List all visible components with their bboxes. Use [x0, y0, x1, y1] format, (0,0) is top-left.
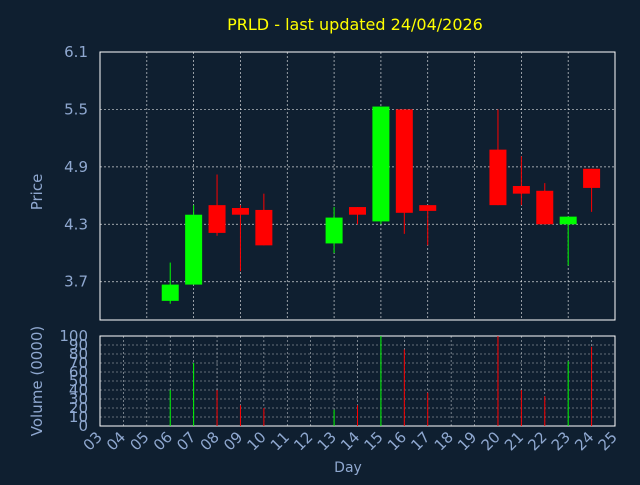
day-tick-label: 25 — [595, 428, 621, 454]
price-tick-label: 4.3 — [64, 215, 88, 233]
candle-body — [372, 106, 390, 222]
volume-tick-label: 100 — [59, 327, 88, 345]
volume-tick-label: 90 — [69, 336, 88, 354]
candle-day-15 — [372, 106, 390, 225]
day-tick-label: 11 — [267, 428, 293, 454]
day-tick-label: 09 — [220, 428, 246, 454]
day-tick-label: 17 — [407, 428, 433, 454]
price-tick-label: 5.5 — [64, 100, 88, 118]
volume-tick-label: 30 — [69, 390, 88, 408]
day-tick-label: 18 — [431, 428, 457, 454]
candle-day-24 — [583, 168, 601, 212]
volume-tick-label: 80 — [69, 345, 88, 363]
candle-body — [419, 205, 437, 211]
candle-day-6 — [161, 262, 179, 304]
price-tick-label: 6.1 — [64, 43, 88, 61]
candle-day-22 — [536, 183, 554, 225]
day-tick-label: 07 — [173, 428, 199, 454]
candle-body — [325, 217, 343, 244]
volume-tick-label: 10 — [69, 408, 88, 426]
day-tick-label: 15 — [361, 428, 387, 454]
candle-body — [395, 109, 413, 213]
price-plot-frame — [99, 51, 616, 321]
day-tick-label: 16 — [384, 428, 410, 454]
candle-day-9 — [231, 205, 249, 272]
day-tick-label: 14 — [337, 428, 363, 454]
day-tick-label: 20 — [478, 428, 504, 454]
candle-body — [208, 205, 226, 233]
candle-day-17 — [419, 205, 437, 246]
volume-tick-label: 0 — [78, 417, 88, 435]
day-tick-label: 21 — [501, 428, 527, 454]
day-tick-label: 23 — [548, 428, 574, 454]
day-tick-label: 06 — [150, 428, 176, 454]
candle-body — [583, 168, 601, 188]
candle-day-20 — [489, 109, 507, 206]
volume-tick-label: 20 — [69, 399, 88, 417]
volume-tick-label: 60 — [69, 363, 88, 381]
candle-day-8 — [208, 174, 226, 236]
candle-day-7 — [185, 205, 203, 285]
day-axis-label: Day — [334, 460, 362, 476]
volume-tick-label: 50 — [69, 372, 88, 390]
candle-body — [161, 284, 179, 301]
candle-body — [536, 190, 554, 225]
day-tick-label: 08 — [197, 428, 223, 454]
candle-body — [231, 208, 249, 215]
price-axis-label: Price — [28, 174, 46, 211]
candle-day-13 — [325, 207, 343, 253]
day-tick-label: 10 — [243, 428, 269, 454]
candle-day-21 — [512, 156, 530, 206]
price-panel: 3.7 4.3 4.9 5.5 6.1 — [64, 43, 616, 321]
day-tick-label: 13 — [314, 428, 340, 454]
day-tick-label: 05 — [126, 428, 152, 454]
day-tick-label: 24 — [571, 428, 597, 454]
price-tick-label: 4.9 — [64, 158, 88, 176]
x-tick-labels: 0304050607080910111213141516171819202122… — [80, 428, 621, 454]
chart-title: PRLD - last updated 24/04/2026 — [227, 15, 483, 34]
day-tick-label: 04 — [103, 428, 129, 454]
candle-body — [349, 207, 366, 215]
volume-axis-label: Volume (0000) — [28, 326, 46, 436]
candle-day-23 — [559, 216, 577, 266]
volume-tick-label: 40 — [69, 381, 88, 399]
candle-body — [559, 216, 577, 225]
candle-day-10 — [255, 193, 273, 246]
day-tick-label: 22 — [524, 428, 550, 454]
candle-day-16 — [395, 109, 413, 234]
price-tick-label: 3.7 — [64, 273, 88, 291]
day-tick-label: 12 — [290, 428, 316, 454]
candle-body — [185, 214, 203, 285]
candle-body — [512, 186, 530, 194]
candle-body — [489, 149, 507, 206]
candle-day-14 — [349, 207, 366, 225]
candle-body — [255, 209, 273, 246]
volume-tick-label: 70 — [69, 354, 88, 372]
day-tick-label: 19 — [454, 428, 480, 454]
